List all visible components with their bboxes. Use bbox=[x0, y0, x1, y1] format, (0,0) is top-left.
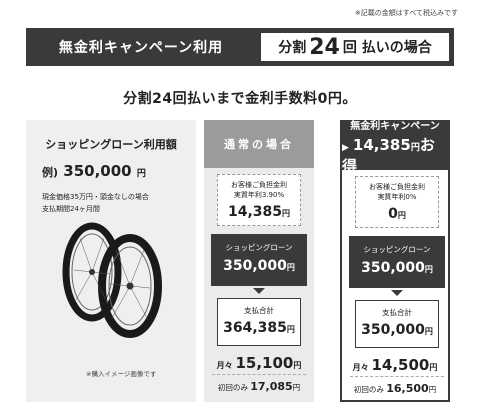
loan-amount: 350,000円 bbox=[211, 258, 307, 274]
total-amount: 364,385円 bbox=[218, 320, 300, 336]
tax-note: ※記載の金額はすべて税込みです bbox=[354, 9, 458, 17]
savings-suffix: お得 bbox=[342, 135, 435, 175]
arrow-right-icon: ▶ bbox=[342, 142, 349, 153]
savings-value: 14,385 bbox=[352, 135, 411, 154]
loan-amount-yen: 円 bbox=[286, 263, 295, 272]
total-label: 支払合計 bbox=[244, 306, 274, 315]
loan-amount-value: 350,000 bbox=[361, 260, 425, 276]
loan-amount: 350,000円 bbox=[349, 260, 445, 276]
interest-fee-box: お客様ご負担金利 実質年利0% 0円 bbox=[355, 176, 439, 228]
monthly-yen: 円 bbox=[293, 361, 302, 370]
loan-amount-value: 350,000 bbox=[223, 258, 287, 274]
installment-count: 24 bbox=[309, 34, 340, 60]
fee-amount: 14,385円 bbox=[218, 204, 300, 220]
first-prefix: 初回のみ bbox=[353, 385, 384, 394]
condition-period: 支払期間24ヶ月間 bbox=[42, 205, 100, 213]
savings-yen: 円 bbox=[410, 142, 420, 153]
first-payment: 初回のみ 16,500円 bbox=[342, 382, 448, 395]
loan-label: ショッピングローン bbox=[363, 245, 431, 254]
condition-cash-price: 現金価格35万円・頭金なしの場合 bbox=[42, 193, 149, 201]
fee-label: お客様ご負担金利 bbox=[369, 183, 425, 191]
total-amount-yen: 円 bbox=[286, 325, 295, 334]
divider bbox=[350, 376, 444, 377]
total-amount-yen: 円 bbox=[424, 327, 433, 336]
total-payment-box: 支払合計 350,000円 bbox=[355, 300, 439, 348]
campaign-case-column: 無金利キャンペーン ▶ 14,385円お得 お客様ご負担金利 実質年利0% 0円 … bbox=[340, 120, 450, 402]
fee-amount-yen: 円 bbox=[397, 211, 406, 220]
fee-rate: 実質年利0% bbox=[377, 193, 417, 201]
interest-fee-box: お客様ご負担金利 実質年利3.90% 14,385円 bbox=[217, 174, 301, 226]
monthly-yen: 円 bbox=[429, 363, 438, 372]
divider bbox=[212, 374, 306, 375]
image-note: ※購入イメージ画像です bbox=[86, 370, 157, 378]
total-amount: 350,000円 bbox=[356, 322, 438, 338]
example-amount-unit: 円 bbox=[136, 169, 146, 179]
campaign-banner: 無金利キャンペーン利用 分割 24 回 払いの場合 bbox=[26, 28, 454, 66]
campaign-header-title: 無金利キャンペーン bbox=[350, 120, 440, 132]
monthly-amount: 15,100 bbox=[235, 354, 294, 372]
monthly-amount: 14,500 bbox=[371, 356, 430, 374]
first-prefix: 初回のみ bbox=[217, 383, 248, 392]
first-yen: 円 bbox=[428, 385, 437, 394]
total-amount-value: 350,000 bbox=[361, 322, 425, 338]
normal-case-header: 通常の場合 bbox=[204, 120, 314, 168]
monthly-prefix: 月々 bbox=[216, 361, 233, 370]
fee-label: お客様ご負担金利 bbox=[231, 181, 287, 189]
shopping-loan-box: ショッピングローン 350,000円 bbox=[349, 236, 445, 288]
monthly-payment: 月々 15,100円 bbox=[204, 354, 314, 372]
headline: 分割24回払いまで金利手数料0円。 bbox=[123, 91, 357, 107]
fee-amount: 0円 bbox=[356, 206, 438, 222]
total-label: 支払合計 bbox=[382, 308, 412, 317]
total-payment-box: 支払合計 364,385円 bbox=[217, 298, 301, 346]
installment-prefix: 分割 bbox=[278, 40, 307, 56]
down-arrow-icon bbox=[253, 288, 265, 294]
example-amount: 例) 350,000 円 bbox=[42, 162, 146, 180]
fee-amount-yen: 円 bbox=[282, 209, 291, 218]
shopping-loan-box: ショッピングローン 350,000円 bbox=[211, 234, 307, 286]
loan-example-panel: ショッピングローン利用額 例) 350,000 円 現金価格35万円・頭金なしの… bbox=[26, 120, 196, 402]
fee-amount-value: 14,385 bbox=[227, 204, 283, 220]
installment-suffix: 回 払いの場合 bbox=[342, 40, 432, 56]
first-amount: 16,500 bbox=[386, 382, 429, 395]
first-yen: 円 bbox=[292, 383, 301, 392]
down-arrow-icon bbox=[391, 290, 403, 296]
bicycle-wheels-image bbox=[62, 222, 162, 338]
total-amount-value: 364,385 bbox=[223, 320, 287, 336]
first-payment: 初回のみ 17,085円 bbox=[204, 380, 314, 393]
monthly-prefix: 月々 bbox=[352, 363, 369, 372]
banner-campaign-title: 無金利キャンペーン利用 bbox=[58, 40, 224, 56]
monthly-payment: 月々 14,500円 bbox=[342, 356, 448, 374]
campaign-case-header: 無金利キャンペーン ▶ 14,385円お得 bbox=[342, 121, 448, 175]
fee-amount-value: 0 bbox=[388, 206, 398, 222]
loan-amount-title: ショッピングローン利用額 bbox=[45, 138, 177, 151]
banner-installment-box: 分割 24 回 払いの場合 bbox=[260, 32, 450, 62]
first-amount: 17,085 bbox=[250, 380, 293, 393]
loan-label: ショッピングローン bbox=[225, 243, 293, 252]
example-prefix: 例) bbox=[42, 166, 59, 179]
savings-amount: ▶ 14,385円お得 bbox=[342, 134, 448, 176]
normal-case-column: 通常の場合 お客様ご負担金利 実質年利3.90% 14,385円 ショッピングロ… bbox=[204, 120, 314, 402]
fee-rate: 実質年利3.90% bbox=[233, 191, 285, 199]
loan-amount-yen: 円 bbox=[424, 265, 433, 274]
example-amount-value: 350,000 bbox=[63, 162, 132, 180]
